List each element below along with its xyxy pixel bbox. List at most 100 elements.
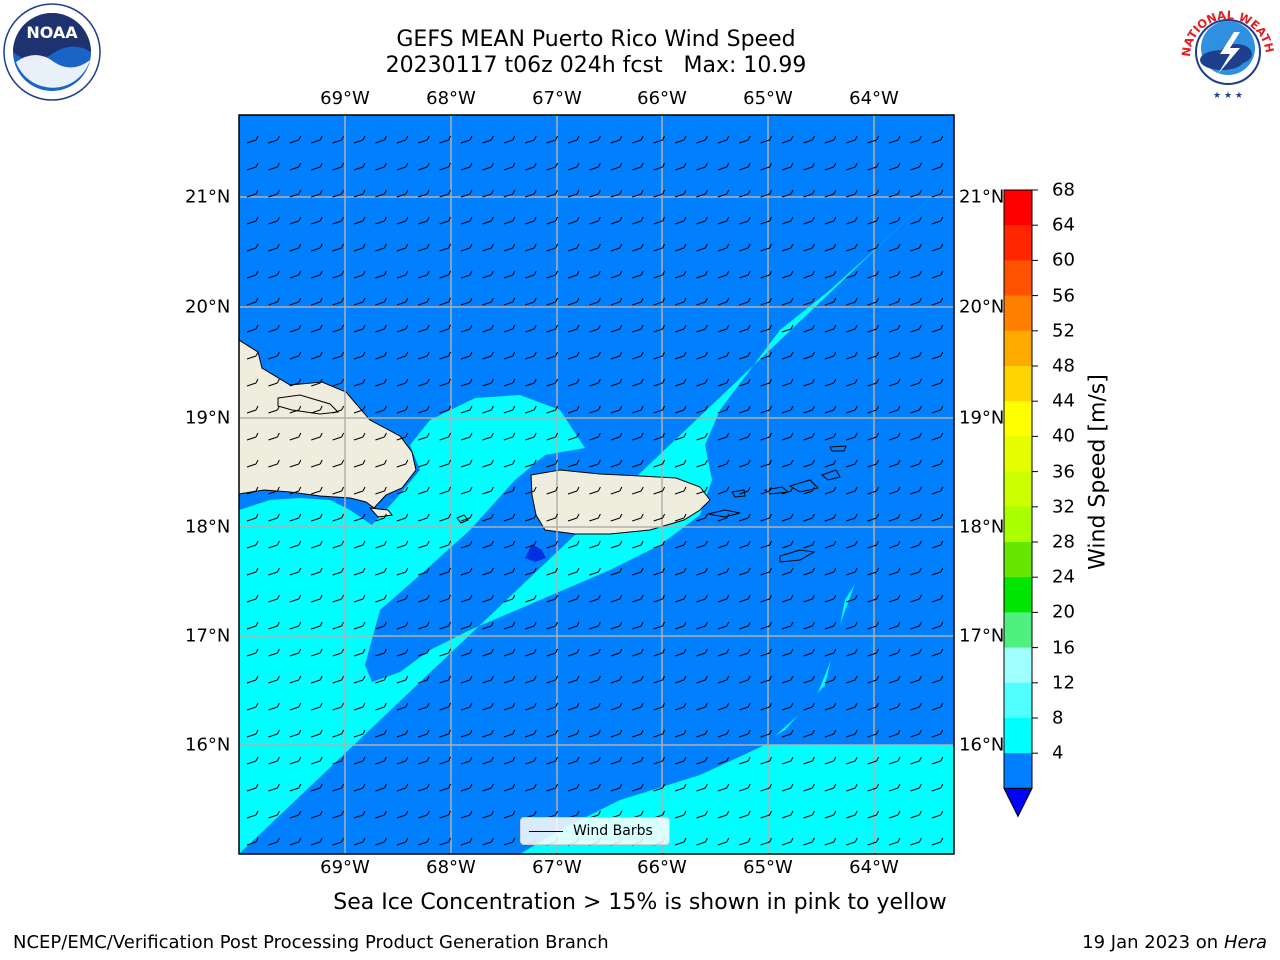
- wind-barb: [803, 729, 815, 738]
- wind-barb: [289, 810, 302, 819]
- wind-barb: [888, 243, 901, 252]
- wind-barb: [439, 594, 452, 603]
- wind-barb: [931, 216, 944, 225]
- wind-barb: [439, 189, 452, 198]
- colorbar-segment: [1004, 436, 1032, 473]
- wind-barb: [610, 486, 623, 495]
- wind-barb: [460, 270, 473, 279]
- wind-barb: [375, 459, 387, 468]
- wind-barb: [589, 243, 601, 252]
- wind-barb: [567, 783, 580, 792]
- wind-barb: [375, 135, 387, 144]
- wind-barb: [460, 621, 473, 630]
- wind-barb: [846, 405, 858, 414]
- wind-barb: [846, 432, 858, 441]
- wind-barb: [803, 594, 815, 603]
- lon-label-top: 66°W: [637, 88, 687, 109]
- wind-barb: [632, 594, 644, 603]
- wind-barb: [525, 702, 537, 711]
- wind-barb: [289, 621, 302, 630]
- wind-barb: [546, 648, 559, 657]
- wind-barb: [867, 216, 880, 225]
- wind-barb: [482, 297, 494, 306]
- wind-barb: [739, 540, 751, 549]
- wind-barb: [503, 162, 516, 171]
- wind-barb: [717, 135, 730, 144]
- wind-barb: [781, 729, 794, 738]
- wind-barb: [289, 459, 302, 468]
- wind-barb: [824, 243, 837, 252]
- wind-barb: [353, 324, 366, 333]
- wind-barb: [610, 270, 623, 279]
- wind-barb: [910, 405, 922, 414]
- wind-barb: [888, 675, 901, 684]
- wind-barb: [632, 702, 644, 711]
- lon-label-top: 68°W: [426, 88, 476, 109]
- wind-barb: [589, 756, 601, 765]
- wind-barb: [888, 486, 901, 495]
- wind-barb: [246, 513, 259, 522]
- wind-barb: [353, 135, 366, 144]
- wind-barb: [396, 675, 409, 684]
- wind-barb: [931, 351, 944, 360]
- wind-barb: [781, 135, 794, 144]
- wind-barb: [632, 405, 644, 414]
- wind-barb: [546, 162, 559, 171]
- wind-barb: [268, 567, 280, 576]
- wind-barb: [311, 297, 323, 306]
- wind-barb: [824, 432, 837, 441]
- wind-barb: [717, 729, 730, 738]
- wind-barb: [311, 378, 323, 387]
- wind-barb: [803, 135, 815, 144]
- wind-barb: [396, 189, 409, 198]
- svg-text:★ ★ ★: ★ ★ ★: [1213, 91, 1243, 101]
- wind-barb: [396, 351, 409, 360]
- wind-barb: [482, 837, 494, 846]
- wind-barb: [589, 567, 601, 576]
- wind-barb: [632, 243, 644, 252]
- wind-barb: [867, 378, 880, 387]
- wind-barb: [653, 324, 666, 333]
- wind-barb: [268, 513, 280, 522]
- wind-barb: [653, 486, 666, 495]
- wind-barb: [418, 297, 430, 306]
- wind-barb: [396, 540, 409, 549]
- colorbar-segment: [1004, 647, 1032, 684]
- wind-barb: [888, 756, 901, 765]
- wind-barb: [824, 324, 837, 333]
- wind-barb: [781, 513, 794, 522]
- wind-barb: [525, 675, 537, 684]
- wind-barb: [546, 324, 559, 333]
- wind-barb: [418, 567, 430, 576]
- wind-barb: [910, 567, 922, 576]
- wind-barb: [910, 729, 922, 738]
- colorbar-tick-label: 64: [1052, 214, 1075, 236]
- wind-barb: [931, 459, 944, 468]
- wind-barb: [375, 405, 387, 414]
- wind-barb: [867, 189, 880, 198]
- wind-barb: [418, 405, 430, 414]
- wind-barb: [353, 837, 366, 846]
- wind-barb: [610, 189, 623, 198]
- wind-barb: [781, 216, 794, 225]
- wind-barb: [867, 432, 880, 441]
- wind-barb: [803, 216, 815, 225]
- wind-barb: [268, 162, 280, 171]
- wind-barb: [546, 486, 559, 495]
- wind-barb: [717, 648, 730, 657]
- wind-barb: [888, 189, 901, 198]
- wind-barb: [824, 486, 837, 495]
- wind-barb: [332, 486, 345, 495]
- footer-date: 19 Jan 2023 on Hera: [1082, 932, 1267, 953]
- lat-label-left: 17°N: [185, 625, 231, 647]
- wind-barb: [418, 513, 430, 522]
- wind-barb: [353, 783, 366, 792]
- wind-barb: [525, 351, 537, 360]
- wind-barb: [803, 486, 815, 495]
- wind-barb: [567, 135, 580, 144]
- wind-barb: [674, 270, 687, 279]
- wind-barb: [332, 729, 345, 738]
- wind-barb: [910, 837, 922, 846]
- wind-barb: [696, 513, 708, 522]
- wind-barb: [418, 621, 430, 630]
